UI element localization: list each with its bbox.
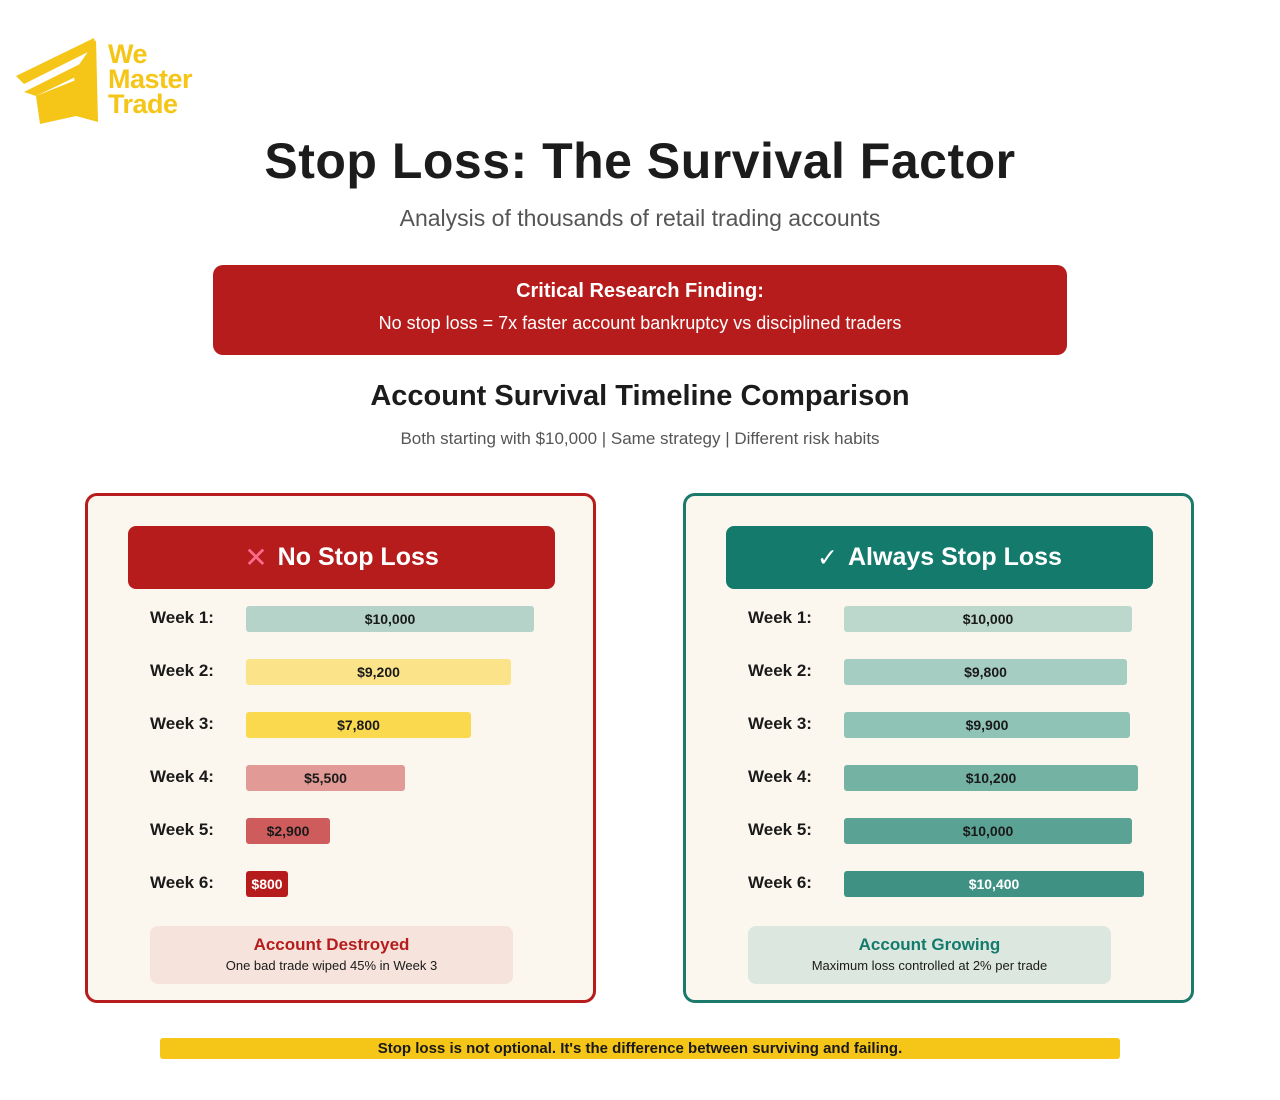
balance-bar: $9,800 <box>844 659 1127 685</box>
status-box-growing: Account Growing Maximum loss controlled … <box>748 926 1111 984</box>
no-stop-loss-panel: ✕ No Stop Loss Week 1: $10,000 Week 2: $9,2… <box>85 493 596 1003</box>
balance-bar: $10,000 <box>844 818 1132 844</box>
week-label: Week 3: <box>748 714 812 733</box>
balance-bar: $10,200 <box>844 765 1138 791</box>
week-label: Week 1: <box>748 608 812 627</box>
week-label: Week 5: <box>748 820 812 839</box>
week-label: Week 5: <box>150 820 214 839</box>
balance-value-label: $800 <box>251 876 283 892</box>
finding-title: Critical Research Finding: <box>516 280 764 302</box>
page-subtitle: Analysis of thousands of retail trading … <box>399 205 881 231</box>
comparison-subtitle: Both starting with $10,000 | Same strate… <box>400 429 880 448</box>
x-icon: ✕ <box>244 542 268 573</box>
balance-bar: $9,900 <box>844 712 1130 738</box>
balance-bar: $2,900 <box>246 818 330 844</box>
brand-name-line-1: We <box>108 39 148 69</box>
week-label: Week 2: <box>748 661 812 680</box>
balance-bar: $800 <box>246 871 288 897</box>
week-label: Week 6: <box>748 873 812 892</box>
always-stop-loss-header: ✓ Always Stop Loss <box>726 526 1153 589</box>
week-label: Week 2: <box>150 661 214 680</box>
no-stop-loss-header: ✕ No Stop Loss <box>128 526 555 589</box>
balance-value-label: $2,900 <box>266 823 310 839</box>
no-stop-loss-title: No Stop Loss <box>277 543 439 571</box>
page-title: Stop Loss: The Survival Factor <box>264 133 1016 189</box>
balance-bar: $10,000 <box>246 606 534 632</box>
comparison-title: Account Survival Timeline Comparison <box>370 380 910 412</box>
balance-bar: $7,800 <box>246 712 471 738</box>
balance-value-label: $5,500 <box>304 770 347 786</box>
no-stop-loss-bars: Week 1: $10,000 Week 2: $9,200 Week 3: $7,800… <box>88 496 593 1000</box>
week-label: Week 3: <box>150 714 214 733</box>
balance-value-label: $9,200 <box>357 664 400 680</box>
footer-banner: Stop loss is not optional. It's the diff… <box>160 1038 1120 1059</box>
status-text: Maximum loss controlled at 2% per trade <box>811 958 1048 973</box>
check-icon: ✓ <box>817 543 838 572</box>
brand-name: We Master Trade <box>108 39 193 119</box>
research-finding-banner: Critical Research Finding: No stop loss … <box>213 265 1067 355</box>
status-text: One bad trade wiped 45% in Week 3 <box>225 958 438 973</box>
balance-bar: $5,500 <box>246 765 405 791</box>
always-stop-loss-title: Always Stop Loss <box>848 543 1062 571</box>
balance-value-label: $10,200 <box>965 770 1017 786</box>
brand-name-line-3: Trade <box>108 89 178 119</box>
balance-value-label: $10,400 <box>968 876 1020 892</box>
status-title: Account Destroyed <box>253 935 410 954</box>
balance-value-label: $10,000 <box>364 611 416 627</box>
balance-bar: $10,400 <box>844 871 1144 897</box>
week-label: Week 1: <box>150 608 214 627</box>
finding-text: No stop loss = 7x faster account bankrup… <box>378 313 902 333</box>
always-stop-loss-panel: ✓ Always Stop Loss Week 1: $10,000 Week 2:… <box>683 493 1194 1003</box>
status-title: Account Growing <box>858 935 1001 954</box>
week-label: Week 4: <box>150 767 214 786</box>
balance-value-label: $10,000 <box>962 611 1014 627</box>
balance-bar: $9,200 <box>246 659 511 685</box>
week-label: Week 4: <box>748 767 812 786</box>
always-stop-loss-bars: Week 1: $10,000 Week 2: $9,800 Week 3: $9,900… <box>686 496 1191 1000</box>
balance-value-label: $9,900 <box>965 717 1009 733</box>
balance-value-label: $9,800 <box>964 664 1007 680</box>
balance-value-label: $7,800 <box>337 717 380 733</box>
balance-bar: $10,000 <box>844 606 1132 632</box>
status-box-destroyed: Account Destroyed One bad trade wiped 45… <box>150 926 513 984</box>
balance-value-label: $10,000 <box>962 823 1014 839</box>
brand-name-line-2: Master <box>108 64 193 94</box>
we-master-trade-logo-icon <box>16 38 98 124</box>
week-label: Week 6: <box>150 873 214 892</box>
